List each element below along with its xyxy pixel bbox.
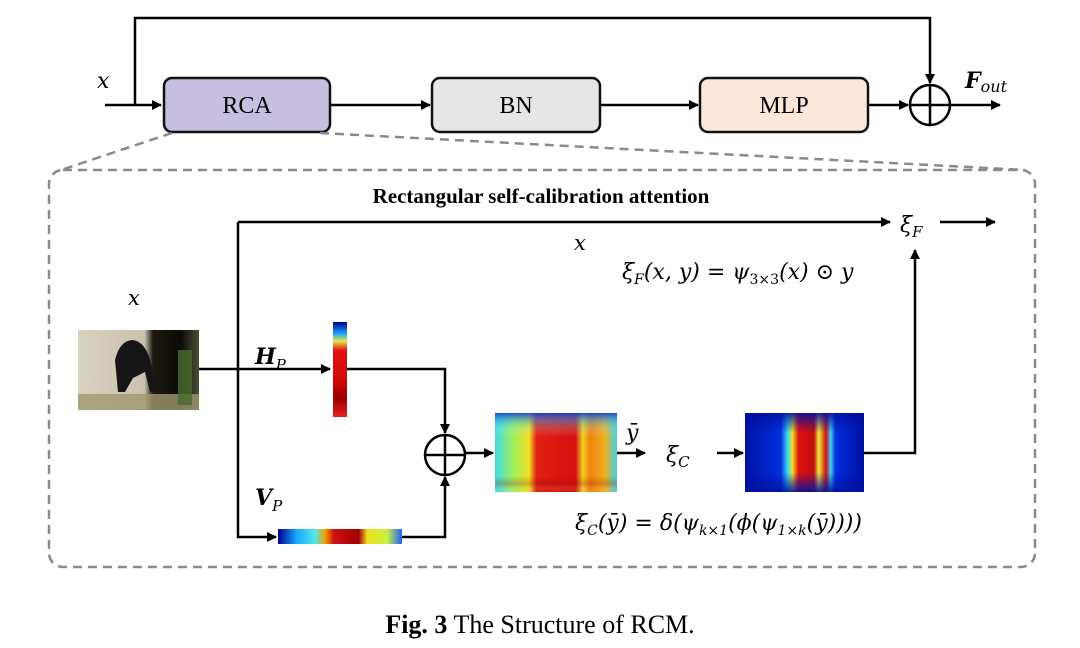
skip-x-label: x — [574, 231, 586, 255]
hp-pooling-heatmap — [333, 322, 347, 417]
image-x-label: x — [128, 286, 140, 310]
arrow-to-vp — [236, 222, 277, 542]
rca-block: RCA — [162, 76, 332, 134]
xi-c-label: ξC — [666, 443, 690, 471]
zoom-guide-left — [54, 131, 173, 174]
vp-label: VP — [255, 485, 283, 515]
add-operator-icon — [423, 433, 467, 477]
f-out-label: Fout — [964, 68, 1008, 96]
mlp-label: MLP — [759, 93, 808, 119]
figure-caption: Fig. 3 The Structure of RCM. — [385, 610, 694, 639]
arrow-hp-to-add — [347, 367, 450, 434]
xi-f-label: ξF — [900, 213, 923, 241]
ybar-label: ȳ — [625, 421, 639, 446]
bn-block: BN — [430, 76, 602, 134]
rca-detail-panel — [47, 168, 1037, 569]
xi-f-formula: ξF(x, y) = ψ3×3(x) ⊙ y — [622, 260, 854, 288]
xi-c-formula: ξC(ȳ) = δ(ψk×1(ϕ(ψ1×k(ȳ)))) — [575, 511, 862, 539]
bn-label: BN — [499, 93, 532, 119]
add-operator-icon — [908, 83, 952, 127]
zoom-guide-right — [319, 131, 1026, 172]
input-x-label: x — [97, 69, 110, 94]
input-image-gorilla — [78, 330, 199, 410]
rca-label: RCA — [222, 93, 272, 119]
calibrated-attention-heatmap — [745, 413, 864, 492]
vp-pooling-heatmap — [278, 529, 402, 544]
hp-label: HP — [254, 344, 287, 374]
arrow-vp-to-add — [402, 476, 450, 539]
ybar-heatmap — [495, 413, 617, 492]
rca-detail-title: Rectangular self-calibration attention — [373, 184, 710, 208]
residual-skip-connection — [133, 16, 935, 105]
arrow-to-xi-f — [864, 249, 920, 455]
top-pipeline: x RCA BN MLP Fout — [97, 16, 1008, 134]
mlp-block: MLP — [698, 76, 870, 134]
